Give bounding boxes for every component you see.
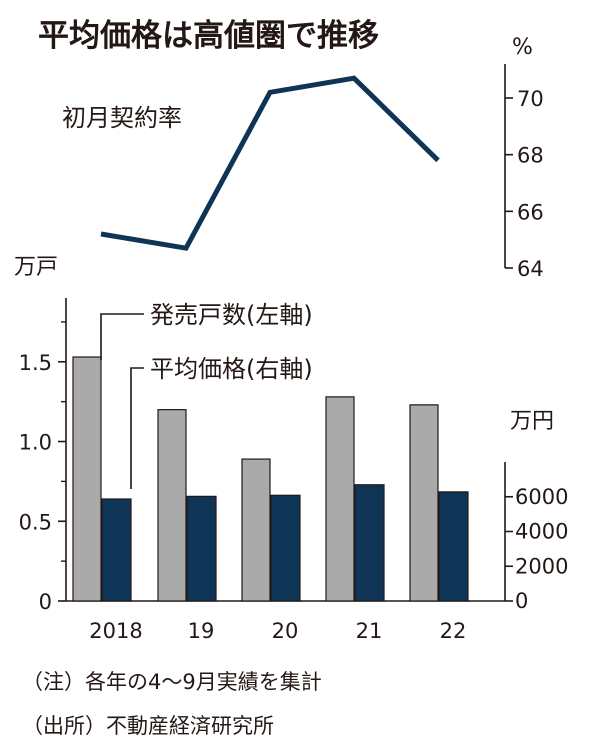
legend-callout-line-count xyxy=(100,313,144,360)
left-tick-label: 0.5 xyxy=(19,510,52,534)
left-tick-label: 1.0 xyxy=(19,431,52,455)
bar-average-price xyxy=(101,498,132,602)
legend-callout-line-price xyxy=(130,367,144,489)
bar-sales-count xyxy=(241,458,271,602)
x-tick-label: 20 xyxy=(272,619,299,643)
right-tick-label: 4000 xyxy=(515,520,568,544)
note-line: （注）各年の4～9月実績を集計 xyxy=(22,670,322,694)
legend-price-label: 平均価格(右軸) xyxy=(150,355,313,383)
x-tick-label: 19 xyxy=(188,619,215,643)
right-tick-label: 0 xyxy=(515,589,528,613)
left-tick-label: 0 xyxy=(39,590,52,614)
line-tick-label: 68 xyxy=(517,144,544,168)
line-tick-label: 64 xyxy=(517,257,544,281)
x-tick-label: 21 xyxy=(356,619,383,643)
right-tick-label: 2000 xyxy=(515,554,568,578)
x-tick-label: 22 xyxy=(440,619,467,643)
line-tick-label: 70 xyxy=(517,87,544,111)
line-tick-label: 66 xyxy=(517,200,544,224)
bar-sales-count xyxy=(409,404,439,602)
bar-average-price xyxy=(354,484,385,602)
left-unit-label: 万戸 xyxy=(14,255,58,280)
line-series-label: 初月契約率 xyxy=(62,104,182,132)
left-tick-label: 1.5 xyxy=(19,351,52,375)
source-line: （出所）不動産経済研究所 xyxy=(22,714,274,738)
legend-count-label: 発売戸数(左軸) xyxy=(150,301,313,329)
bar-average-price xyxy=(186,495,217,602)
bar-sales-count xyxy=(157,409,187,602)
x-tick-label: 2018 xyxy=(89,619,142,643)
line-series-path xyxy=(100,75,440,251)
bar-sales-count xyxy=(72,356,102,602)
bar-average-price xyxy=(270,494,301,602)
right-unit-label: 万円 xyxy=(510,409,554,434)
line-unit-label: % xyxy=(512,35,533,60)
bar-sales-count xyxy=(325,396,355,602)
bar-average-price xyxy=(438,491,469,602)
right-tick-label: 6000 xyxy=(515,485,568,509)
chart-title: 平均価格は高値圏で推移 xyxy=(38,18,379,54)
